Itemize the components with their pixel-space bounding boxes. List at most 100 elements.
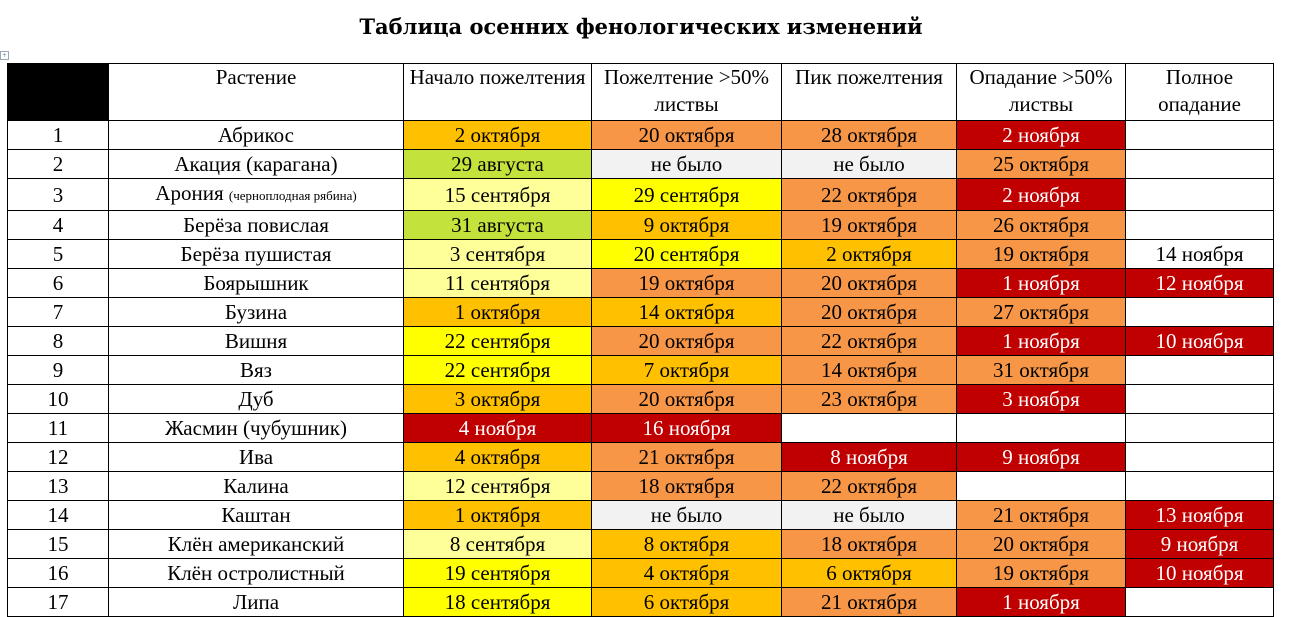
start-date-cell: 22 сентября: [403, 355, 592, 385]
full-date-cell: 10 ноября: [1125, 326, 1274, 356]
plant-name: Клён остролистный: [167, 561, 345, 585]
fall50-date-cell: 27 октября: [956, 297, 1126, 327]
full-date-cell: [1125, 442, 1274, 472]
table-move-handle-icon[interactable]: +: [0, 51, 9, 60]
plant-name-cell: Клён американский: [108, 529, 404, 559]
plant-name-cell: Вяз: [108, 355, 404, 385]
table-row: 2 Акация (карагана) 29 августа не было не бы…: [7, 149, 1274, 179]
plant-name-cell: Берёза пушистая: [108, 239, 404, 269]
header-corner-cell: [7, 63, 109, 121]
peak-date-cell: не было: [781, 500, 957, 530]
peak-date-cell: 6 октября: [781, 558, 957, 588]
table-row: 12 Ива 4 октября 21 октября 8 ноября 9 ноября: [7, 442, 1274, 472]
yellow50-date-cell: 8 октября: [591, 529, 782, 559]
full-date-cell: [1125, 210, 1274, 240]
start-date-cell: 29 августа: [403, 149, 592, 179]
plant-name: Липа: [232, 590, 280, 614]
yellow50-date-cell: 20 октября: [591, 120, 782, 150]
start-date-cell: 8 сентября: [403, 529, 592, 559]
plant-name: Берёза повислая: [183, 213, 329, 237]
fall50-date-cell: [956, 413, 1126, 443]
peak-date-cell: 20 октября: [781, 268, 957, 298]
yellow50-date-cell: 6 октября: [591, 587, 782, 617]
row-number-cell: 17: [7, 587, 109, 617]
plant-name: Акация (карагана): [174, 152, 338, 176]
page-title: Таблица осенних фенологических изменений: [359, 14, 923, 39]
row-number-cell: 15: [7, 529, 109, 559]
fall50-date-cell: 2 ноября: [956, 178, 1126, 211]
plant-name-cell: Калина: [108, 471, 404, 501]
phenology-table: Растение Начало пожелтения Пожелтение >5…: [7, 63, 1274, 617]
row-number-cell: 5: [7, 239, 109, 269]
plant-name-cell: Липа: [108, 587, 404, 617]
full-date-cell: [1125, 471, 1274, 501]
start-date-cell: 18 сентября: [403, 587, 592, 617]
peak-date-cell: 22 октября: [781, 326, 957, 356]
row-number-cell: 8: [7, 326, 109, 356]
plant-name-cell: Клён остролистный: [108, 558, 404, 588]
start-date-cell: 22 сентября: [403, 326, 592, 356]
peak-date-cell: 8 ноября: [781, 442, 957, 472]
full-date-cell: 10 ноября: [1125, 558, 1274, 588]
plant-name: Арония: [155, 181, 224, 205]
start-date-cell: 1 октября: [403, 500, 592, 530]
plant-name-cell: Абрикос: [108, 120, 404, 150]
fall50-date-cell: 31 октября: [956, 355, 1126, 385]
start-date-cell: 1 октября: [403, 297, 592, 327]
table-header-row: Растение Начало пожелтения Пожелтение >5…: [7, 63, 1274, 121]
full-date-cell: [1125, 384, 1274, 414]
peak-date-cell: не было: [781, 149, 957, 179]
table-body: 1 Абрикос 2 октября 20 октября 28 октября 2 н…: [7, 120, 1274, 617]
peak-date-cell: 19 октября: [781, 210, 957, 240]
header-yellow50: Пожелтение >50% листвы: [591, 63, 782, 121]
yellow50-date-cell: 20 октября: [591, 326, 782, 356]
peak-date-cell: 22 октября: [781, 178, 957, 211]
plant-name: Клён американский: [167, 532, 345, 556]
header-full: Полное опадание: [1125, 63, 1274, 121]
row-number-cell: 11: [7, 413, 109, 443]
fall50-date-cell: 3 ноября: [956, 384, 1126, 414]
table-row: 3 Арония (черноплодная рябина) 15 сентября…: [7, 178, 1274, 211]
table-row: 5 Берёза пушистая 3 сентября 20 сентября 2 о…: [7, 239, 1274, 269]
fall50-date-cell: 21 октября: [956, 500, 1126, 530]
yellow50-date-cell: 4 октября: [591, 558, 782, 588]
full-date-cell: [1125, 413, 1274, 443]
fall50-date-cell: 26 октября: [956, 210, 1126, 240]
plant-name: Каштан: [221, 503, 291, 527]
fall50-date-cell: 1 ноября: [956, 326, 1126, 356]
table-row: 10 Дуб 3 октября 20 октября 23 октября 3 нояб…: [7, 384, 1274, 414]
start-date-cell: 4 ноября: [403, 413, 592, 443]
full-date-cell: 13 ноября: [1125, 500, 1274, 530]
row-number-cell: 7: [7, 297, 109, 327]
fall50-date-cell: 2 ноября: [956, 120, 1126, 150]
peak-date-cell: 21 октября: [781, 587, 957, 617]
row-number-cell: 13: [7, 471, 109, 501]
full-date-cell: 9 ноября: [1125, 529, 1274, 559]
peak-date-cell: 23 октября: [781, 384, 957, 414]
full-date-cell: [1125, 120, 1274, 150]
yellow50-date-cell: 16 ноября: [591, 413, 782, 443]
row-number-cell: 1: [7, 120, 109, 150]
table-row: 4 Берёза повислая 31 августа 9 октября 19 ок…: [7, 210, 1274, 240]
table-row: 8 Вишня 22 сентября 20 октября 22 октября 1 н…: [7, 326, 1274, 356]
plant-name: Жасмин (чубушник): [165, 416, 347, 440]
plant-name: Ива: [238, 445, 274, 469]
table-row: 9 Вяз 22 сентября 7 октября 14 октября 31 окт…: [7, 355, 1274, 385]
yellow50-date-cell: 7 октября: [591, 355, 782, 385]
plant-name-cell: Боярышник: [108, 268, 404, 298]
peak-date-cell: 20 октября: [781, 297, 957, 327]
full-date-cell: [1125, 178, 1274, 211]
plant-name: Бузина: [224, 300, 288, 324]
full-date-cell: 14 ноября: [1125, 239, 1274, 269]
peak-date-cell: [781, 413, 957, 443]
table-row: 14 Каштан 1 октября не было не было 21 октябр…: [7, 500, 1274, 530]
plant-note: (черноплодная рябина): [228, 188, 357, 203]
plant-name-cell: Жасмин (чубушник): [108, 413, 404, 443]
fall50-date-cell: 25 октября: [956, 149, 1126, 179]
plant-name-cell: Дуб: [108, 384, 404, 414]
yellow50-date-cell: 20 октября: [591, 384, 782, 414]
table-row: 7 Бузина 1 октября 14 октября 20 октября 27 о…: [7, 297, 1274, 327]
fall50-date-cell: 19 октября: [956, 558, 1126, 588]
full-date-cell: [1125, 587, 1274, 617]
row-number-cell: 3: [7, 178, 109, 211]
